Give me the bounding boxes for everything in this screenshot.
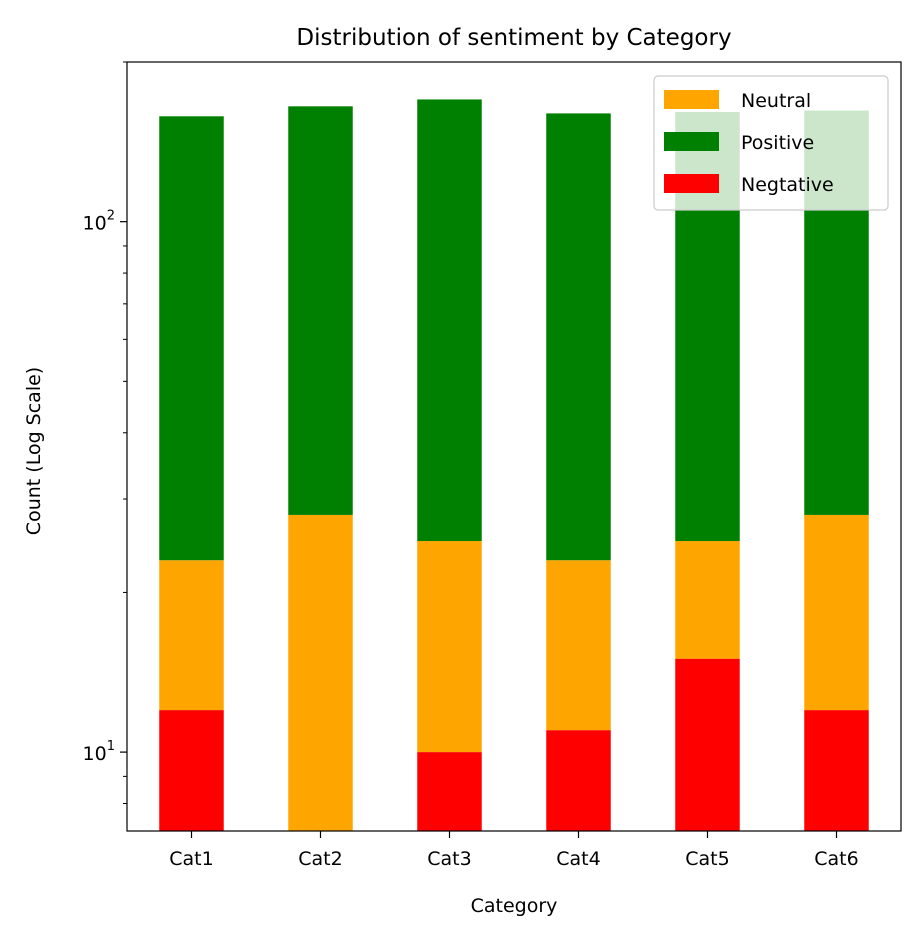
legend: Neutral Positive Negtative: [653, 75, 889, 211]
axes-layer: Cat1 Cat2 Cat3 Cat4 Cat5 Cat6 101 102: [83, 61, 902, 870]
y-axis-label: Count (Log Scale): [23, 367, 45, 535]
bar-cat5-negtative: [675, 658, 740, 831]
y-tick-label: 102: [83, 209, 115, 235]
legend-swatch-negtative: [664, 174, 719, 193]
bar-cat4-neutral: [546, 560, 611, 731]
x-tick-label: Cat2: [298, 848, 342, 870]
bar-cat1-positive: [159, 116, 224, 561]
bar-cat2-neutral: [288, 514, 353, 831]
bar-cat3-negtative: [417, 752, 482, 831]
plot-frame: [126, 61, 902, 832]
bar-cat2-positive: [288, 106, 353, 515]
x-axis-label: Category: [471, 895, 558, 917]
chart-title: Distribution of sentiment by Category: [296, 25, 731, 51]
bar-cat4-positive: [546, 113, 611, 561]
bar-cat5-neutral: [675, 541, 740, 659]
x-tick-label: Cat5: [685, 848, 729, 870]
legend-swatch-positive: [664, 132, 719, 151]
bar-cat1-negtative: [159, 710, 224, 831]
bar-cat6-negtative: [804, 710, 869, 831]
legend-label-positive: Positive: [741, 132, 814, 154]
y-tick-label: 101: [83, 739, 115, 765]
legend-label-neutral: Neutral: [741, 90, 811, 112]
legend-label-negtative: Negtative: [741, 174, 834, 196]
x-tick-label: Cat3: [427, 848, 471, 870]
bar-cat3-positive: [417, 99, 482, 542]
bar-cat1-neutral: [159, 560, 224, 711]
x-tick-label: Cat6: [814, 848, 858, 870]
x-tick-label: Cat1: [169, 848, 213, 870]
x-tick-label: Cat4: [556, 848, 600, 870]
bars-layer: [159, 99, 869, 831]
bar-cat3-neutral: [417, 541, 482, 753]
legend-swatch-neutral: [664, 90, 719, 109]
bar-cat6-neutral: [804, 514, 869, 711]
bar-cat4-negtative: [546, 730, 611, 831]
